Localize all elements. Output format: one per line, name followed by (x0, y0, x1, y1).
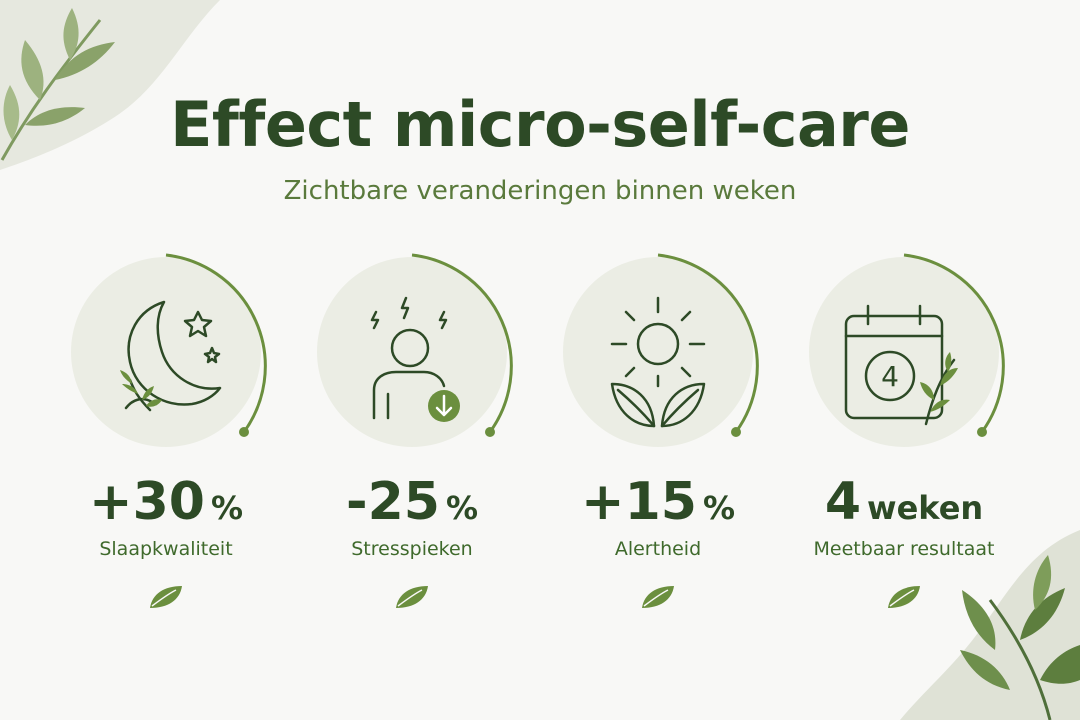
progress-ring (71, 253, 267, 447)
leaf-icon (150, 586, 182, 608)
stat-value: -25% (345, 472, 478, 532)
progress-ring: 4 (809, 253, 1005, 447)
sun-leaves-icon (610, 296, 706, 428)
progress-ring (317, 253, 513, 447)
moon-stars-icon (120, 300, 222, 412)
calendar-icon: 4 (844, 304, 958, 426)
calendar-number: 4 (881, 360, 899, 393)
stat-unit: % (445, 489, 478, 527)
stat-unit: weken (867, 489, 984, 527)
stat-label: Stresspieken (351, 538, 473, 560)
stressed-person-icon (370, 296, 448, 420)
leaf-branch-decoration-bottom-right (900, 530, 1080, 720)
stat-value: +30% (89, 472, 243, 532)
stat-label: Alertheid (614, 538, 702, 560)
stat-card-stress: -25% Stresspieken (292, 250, 532, 620)
leaf-icon (396, 586, 428, 608)
stat-card-result: 4 4 weken Meetbaar resultaat (784, 250, 1024, 620)
leaf-icon (642, 586, 674, 608)
stat-label: Slaapkwaliteit (99, 538, 233, 560)
progress-ring (563, 253, 759, 447)
page-subtitle: Zichtbare veranderingen binnen weken (283, 176, 797, 206)
stat-label: Meetbaar resultaat (813, 538, 995, 560)
stat-card-alertness: +15% Alertheid (538, 250, 778, 620)
stat-value: 4 weken (824, 472, 984, 532)
leaf-icon (888, 586, 920, 608)
stat-unit: % (702, 489, 735, 527)
arrow-down-icon (428, 390, 460, 422)
page-title: Effect micro-self-care (170, 88, 910, 161)
stat-value: +15% (581, 472, 735, 532)
leaf-branch-decoration-top-left (0, 0, 220, 170)
stat-unit: % (210, 489, 243, 527)
stat-card-sleep: +30% Slaapkwaliteit (46, 250, 286, 620)
